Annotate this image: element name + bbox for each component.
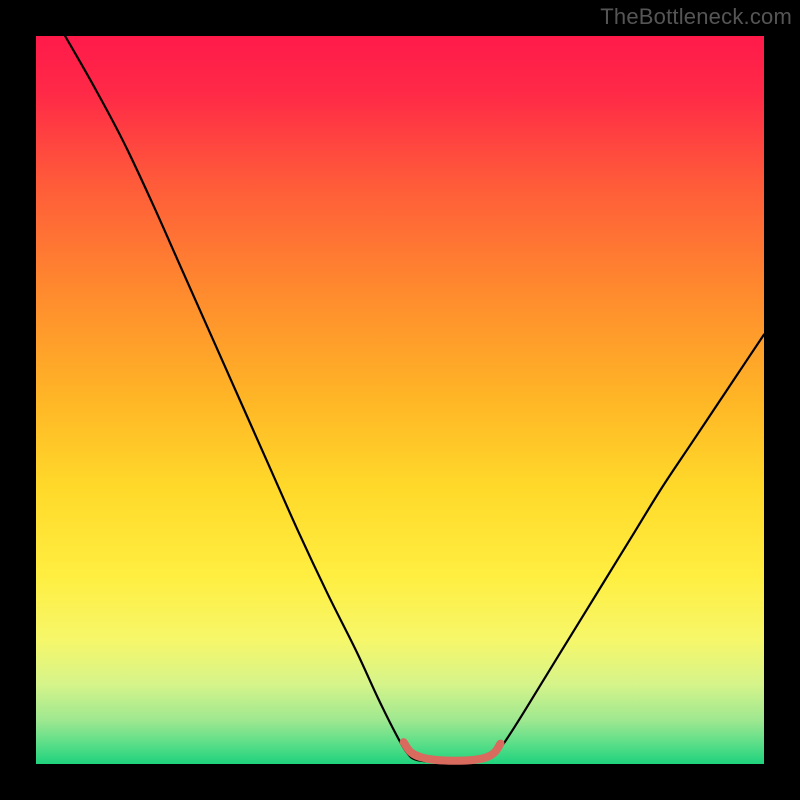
plot-background xyxy=(36,36,764,764)
chart-container: TheBottleneck.com xyxy=(0,0,800,800)
bottleneck-curve-chart xyxy=(0,0,800,800)
